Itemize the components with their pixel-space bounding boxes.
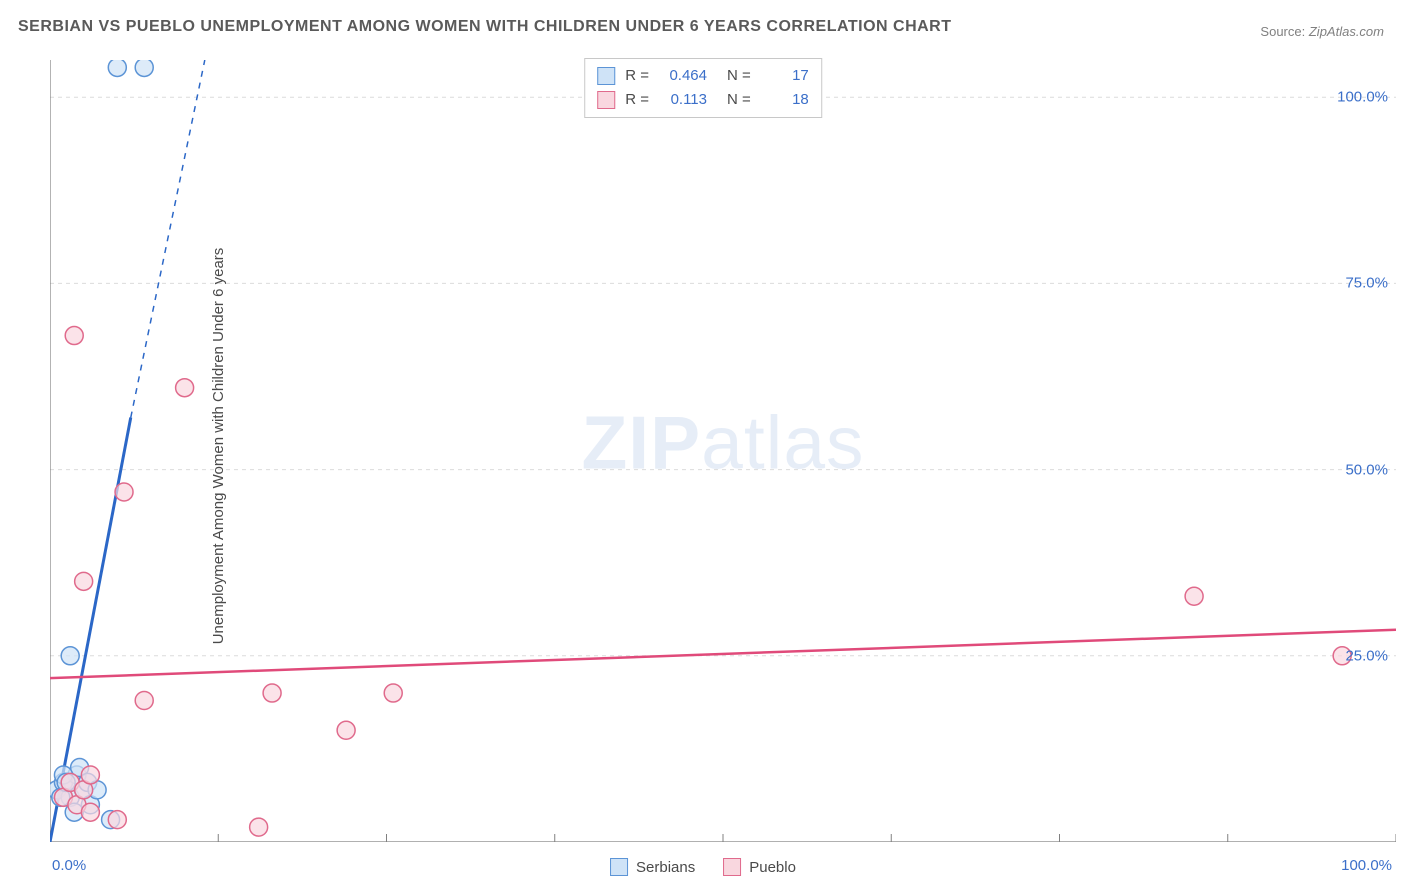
legend-item-serbians: Serbians — [610, 858, 695, 876]
correlation-row-serbians: R = 0.464 N = 17 — [597, 64, 809, 88]
chart-area: ZIPatlas 25.0%50.0%75.0%100.0% — [50, 60, 1396, 842]
chart-title: SERBIAN VS PUEBLO UNEMPLOYMENT AMONG WOM… — [18, 18, 952, 36]
r-value-serbians: 0.464 — [657, 64, 707, 88]
y-tick-label: 25.0% — [1345, 647, 1388, 664]
legend-item-pueblo: Pueblo — [723, 858, 796, 876]
source-value: ZipAtlas.com — [1309, 24, 1384, 39]
r-value-pueblo: 0.113 — [657, 88, 707, 112]
y-tick-label: 50.0% — [1345, 461, 1388, 478]
n-value-pueblo: 18 — [759, 88, 809, 112]
legend-label-serbians: Serbians — [636, 859, 695, 876]
n-label: N = — [727, 64, 751, 88]
y-tick-label: 100.0% — [1337, 89, 1388, 106]
swatch-pueblo — [597, 91, 615, 109]
n-value-serbians: 17 — [759, 64, 809, 88]
x-axis-min-label: 0.0% — [52, 857, 86, 874]
legend-label-pueblo: Pueblo — [749, 859, 796, 876]
swatch-pueblo — [723, 858, 741, 876]
r-label: R = — [625, 64, 649, 88]
x-axis-max-label: 100.0% — [1341, 857, 1392, 874]
r-label: R = — [625, 88, 649, 112]
series-legend: Serbians Pueblo — [610, 858, 796, 876]
source-attribution: Source: ZipAtlas.com — [1260, 24, 1384, 39]
swatch-serbians — [597, 67, 615, 85]
correlation-legend: R = 0.464 N = 17 R = 0.113 N = 18 — [584, 58, 822, 118]
scatter-plot — [50, 60, 1396, 842]
y-tick-label: 75.0% — [1345, 275, 1388, 292]
source-label: Source: — [1260, 24, 1305, 39]
swatch-serbians — [610, 858, 628, 876]
correlation-row-pueblo: R = 0.113 N = 18 — [597, 88, 809, 112]
n-label: N = — [727, 88, 751, 112]
